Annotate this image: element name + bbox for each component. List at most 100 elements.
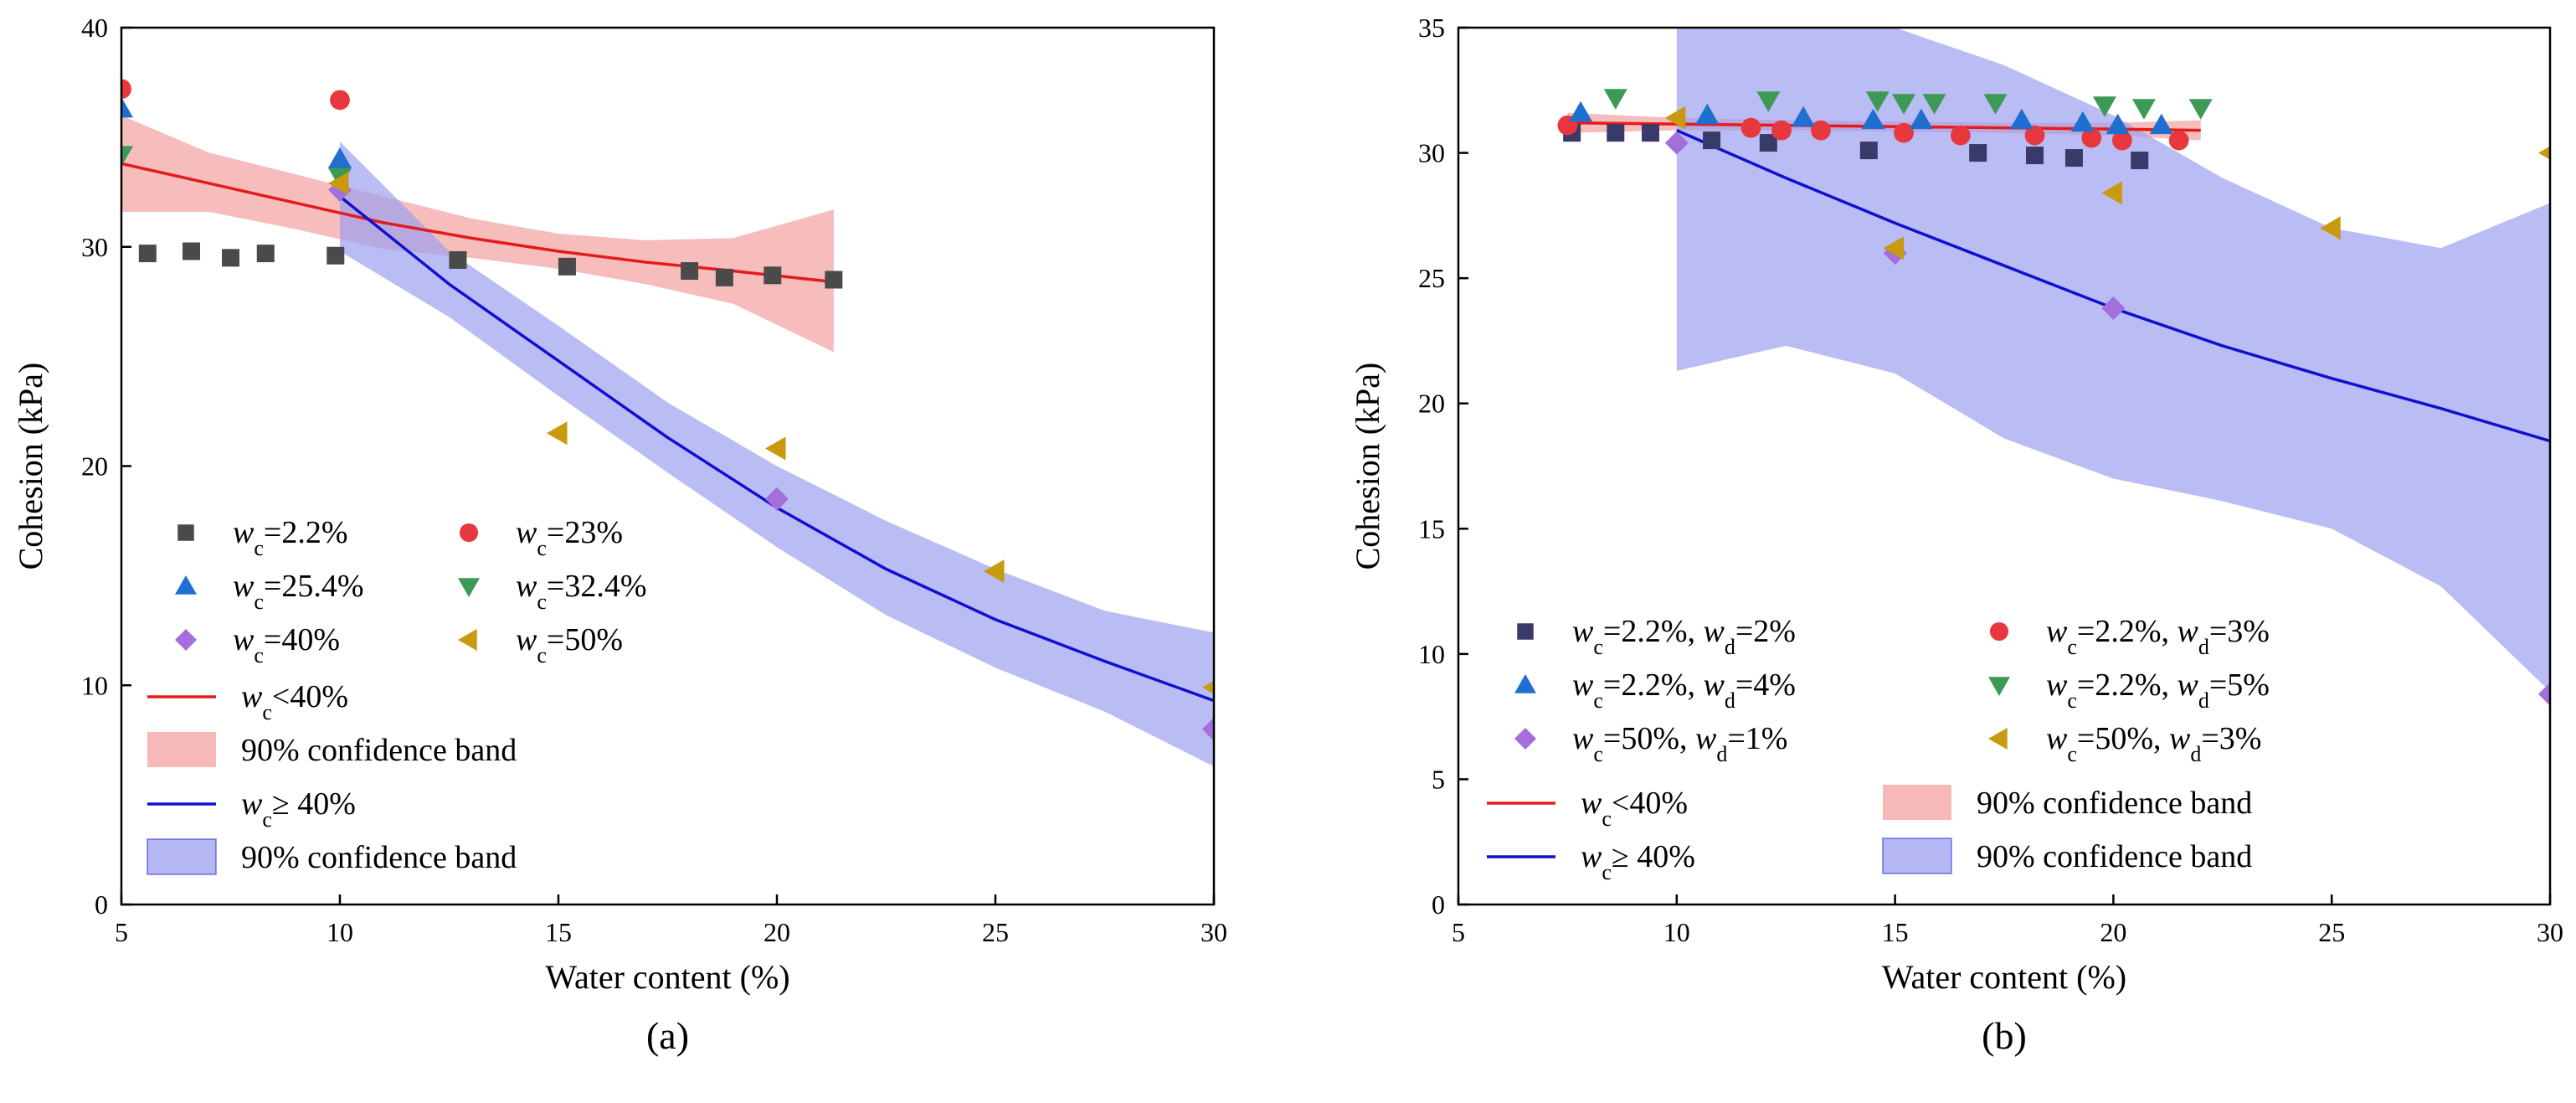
- data-point-s6-4: [984, 559, 1005, 584]
- plot-area: [121, 79, 1214, 767]
- data-point-s6-1: [1664, 106, 1686, 130]
- data-point-s1-2: [1607, 124, 1625, 142]
- data-point-s1-7: [1969, 144, 1987, 162]
- data-point-s1-8: [2026, 147, 2044, 165]
- x-tick-label-2: 10: [326, 917, 353, 947]
- legend-label-5: wc=50%, wd=1%: [1572, 721, 1787, 766]
- legend: wc=2.2%, wd=2% wc=2.2%, wd=3% wc=2.2%, wd=…: [1487, 614, 2270, 884]
- y-tick-label-5: 20: [1418, 389, 1445, 419]
- x-tick-label-1: 5: [115, 917, 128, 947]
- legend-label-4: wc=2.2%, wd=5%: [2046, 667, 2270, 713]
- data-point-s3-1: [1569, 101, 1593, 122]
- data-point-s1-9: [2064, 149, 2083, 168]
- x-axis-label: Water content (%): [545, 958, 789, 996]
- data-point-s4-2: [1756, 91, 1781, 112]
- plot-area: [1557, 28, 2550, 706]
- legend-band-label-2: 90% confidence band: [1977, 786, 2252, 821]
- data-point-s6-2: [547, 421, 568, 446]
- data-point-s5-2: [765, 487, 789, 511]
- confidence-band-2: [1676, 28, 2550, 692]
- legend: wc=2.2% wc=23% wc=25.4% wc=32.4% wc=40% wc=50…: [147, 515, 647, 875]
- y-tick-label-1: 0: [1432, 889, 1445, 920]
- data-point-s1-8: [681, 262, 699, 281]
- data-point-s2-1: [121, 79, 131, 100]
- fit-line-1: [121, 162, 835, 284]
- legend-marker-6: [1988, 728, 2008, 750]
- legend-band-swatch-4: [147, 838, 217, 875]
- legend-label-3: wc=25.4%: [233, 569, 364, 614]
- data-point-s3-2: [1695, 103, 1720, 125]
- legend-label-2: wc=23%: [516, 515, 623, 560]
- confidence-band-1: [121, 115, 834, 353]
- x-tick-label-6: 30: [1201, 917, 1227, 947]
- data-point-s6-2: [1883, 236, 1905, 260]
- y-tick-label-7: 30: [1418, 138, 1445, 168]
- legend-band-label-2: 90% confidence band: [241, 733, 517, 768]
- x-tick-label-3: 15: [545, 917, 572, 947]
- data-point-s5-3: [1202, 717, 1214, 741]
- y-axis-label: Cohesion (kPa): [1349, 363, 1386, 570]
- data-point-s6-4: [2320, 216, 2341, 240]
- legend-marker-1: [1517, 623, 1534, 640]
- data-point-s3-8: [2106, 113, 2130, 135]
- data-point-s3-1: [121, 96, 133, 118]
- x-axis-label: Water content (%): [1882, 958, 2126, 996]
- y-tick-label-8: 35: [1418, 13, 1445, 43]
- y-tick-label-2: 5: [1432, 764, 1445, 794]
- data-point-s1-4: [1703, 131, 1721, 150]
- data-point-s1-6: [449, 250, 467, 269]
- legend-fit-label-3: wc≥ 40%: [1581, 839, 1695, 884]
- x-tick-label-3: 15: [1882, 917, 1909, 947]
- chart-panel-a: 5 10 15 20 25 30 0 10 20 30 40 Water content (%) Coh…: [12, 13, 1227, 1057]
- data-point-s1-2: [183, 242, 201, 260]
- y-tick-label-1: 0: [95, 889, 108, 920]
- data-point-s6-5: [1202, 680, 1214, 694]
- data-point-s6-5: [2538, 146, 2550, 160]
- data-point-s1-5: [1759, 134, 1777, 152]
- data-point-s6-3: [2101, 181, 2122, 205]
- legend-band-label-4: 90% confidence band: [1977, 839, 2252, 874]
- legend-marker-6: [458, 629, 477, 651]
- x-tick-label-5: 25: [982, 917, 1009, 947]
- data-point-s4-1: [1603, 89, 1627, 110]
- legend-marker-4: [1988, 677, 2010, 696]
- y-tick-label-6: 25: [1418, 263, 1445, 293]
- data-point-s3-9: [2149, 113, 2173, 135]
- x-tick-label-4: 20: [2100, 917, 2126, 947]
- data-point-s2-3: [1771, 120, 1792, 141]
- data-point-s1-10: [2131, 152, 2149, 170]
- data-point-s5-1: [1664, 131, 1689, 155]
- data-point-s1-11: [825, 271, 843, 289]
- data-point-s4-4: [1892, 94, 1916, 115]
- legend-label-6: wc=50%: [516, 622, 623, 667]
- data-point-s3-5: [1909, 108, 1933, 130]
- legend-label-3: wc=2.2%, wd=4%: [1572, 667, 1796, 713]
- legend-label-5: wc=40%: [233, 622, 340, 667]
- panel-caption: (a): [646, 1014, 689, 1057]
- data-point-s1-9: [715, 268, 733, 286]
- legend-band-label-4: 90% confidence band: [241, 840, 517, 875]
- data-point-s1-3: [1642, 124, 1660, 142]
- data-point-s6-3: [765, 436, 786, 461]
- data-point-s2-4: [1811, 120, 1831, 141]
- data-point-s1-7: [558, 257, 576, 276]
- legend-marker-5: [175, 629, 197, 651]
- legend-marker-2: [1989, 621, 2009, 642]
- data-point-s4-8: [2131, 99, 2156, 120]
- data-point-s1-4: [256, 245, 275, 263]
- data-point-s3-2: [328, 147, 352, 168]
- data-point-s1-3: [222, 249, 239, 267]
- x-tick-label-2: 10: [1663, 917, 1690, 947]
- legend-marker-3: [175, 575, 197, 595]
- data-point-s3-7: [2070, 111, 2095, 132]
- y-tick-label-3: 20: [81, 451, 108, 482]
- data-point-s4-9: [2188, 99, 2213, 120]
- y-axis-label: Cohesion (kPa): [12, 363, 49, 570]
- legend-label-1: wc=2.2%, wd=2%: [1572, 614, 1796, 659]
- data-point-s2-10: [2168, 130, 2189, 151]
- data-point-s1-10: [764, 266, 782, 285]
- legend-marker-2: [459, 523, 479, 543]
- y-tick-label-4: 30: [81, 232, 108, 262]
